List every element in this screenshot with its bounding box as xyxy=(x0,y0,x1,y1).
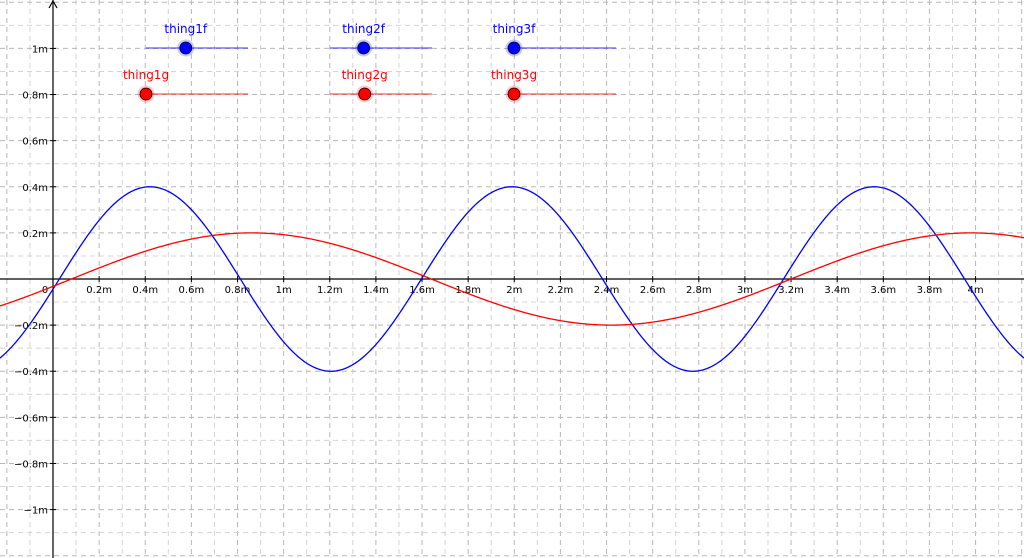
slider-label: thing2g xyxy=(342,68,388,82)
slider-thing1f[interactable]: thing1f xyxy=(146,22,248,57)
slider-label: thing2f xyxy=(342,22,386,36)
y-tick-labels: 1m 0.8m 0.6m 0.4m 0.2m −0.2m −0.4m −0.6m −0.8m −1… xyxy=(14,44,56,517)
x-tick-label: 3m xyxy=(737,285,753,296)
slider-thing3f[interactable]: thing3f xyxy=(493,22,616,57)
y-tick-label: 0.8m xyxy=(22,91,48,102)
x-tick-label: 1.2m xyxy=(317,285,343,296)
slider-knob[interactable] xyxy=(179,41,193,55)
slider-knob[interactable] xyxy=(507,41,521,55)
x-tick-label: 0.6m xyxy=(179,285,205,296)
y-tick-label: −0.4m xyxy=(14,367,48,378)
x-tick-label: 2.6m xyxy=(640,285,666,296)
slider-knob[interactable] xyxy=(357,41,371,55)
slider-knob[interactable] xyxy=(358,87,372,101)
y-tick-label: 0.2m xyxy=(22,229,48,240)
y-tick-label: 1m xyxy=(32,44,48,55)
x-tick-label: 2.4m xyxy=(594,285,620,296)
x-tick-labels: 0 0.2m 0.4m 0.6m 0.8m 1m 1.2m 1.4m 1.6m 1.8m 2m 2.2… xyxy=(42,276,984,296)
slider-label: thing3f xyxy=(493,22,537,36)
x-tick-label: 1m xyxy=(276,285,292,296)
slider-thing2f[interactable]: thing2f xyxy=(330,22,432,57)
x-tick-label: 3.8m xyxy=(917,285,943,296)
x-tick-label: 4m xyxy=(968,285,984,296)
y-tick-label: 0.4m xyxy=(22,183,48,194)
curves xyxy=(0,186,1024,372)
series-line-blue xyxy=(0,186,1024,372)
x-tick-label: 0.2m xyxy=(86,285,112,296)
x-tick-label: 0.8m xyxy=(225,285,251,296)
x-tick-label: 2.8m xyxy=(686,285,712,296)
slider-knob[interactable] xyxy=(507,87,521,101)
series-line-red xyxy=(0,232,1024,326)
x-tick-label: 1.4m xyxy=(363,285,389,296)
slider-label: thing1g xyxy=(123,68,169,82)
x-tick-label: 2.2m xyxy=(548,285,574,296)
y-tick-label: −0.2m xyxy=(14,321,48,332)
x-tick-label: 3.2m xyxy=(778,285,804,296)
x-tick-label: 0.4m xyxy=(132,285,158,296)
x-tick-label: 1.6m xyxy=(409,285,435,296)
x-tick-label: 2m xyxy=(506,285,522,296)
slider-label: thing3g xyxy=(491,68,537,82)
y-tick-label: −0.6m xyxy=(14,413,48,424)
slider-label: thing1f xyxy=(164,22,208,36)
y-tick-label: −0.8m xyxy=(14,459,48,470)
y-axis-arrow xyxy=(48,0,58,9)
x-tick-label: 0 xyxy=(42,285,48,296)
x-tick-label: 3.4m xyxy=(824,285,850,296)
slider-thing3g[interactable]: thing3g xyxy=(491,68,616,103)
y-tick-label: −1m xyxy=(24,506,48,517)
sliders[interactable]: thing1f thing2f thing3f thing1g thing2g thing… xyxy=(123,22,616,103)
slider-thing2g[interactable]: thing2g xyxy=(330,68,432,103)
slider-thing1g[interactable]: thing1g xyxy=(123,68,248,103)
slider-knob[interactable] xyxy=(139,87,153,101)
x-tick-label: 1.8m xyxy=(455,285,481,296)
x-tick-label: 3.6m xyxy=(870,285,896,296)
y-tick-label: 0.6m xyxy=(22,137,48,148)
